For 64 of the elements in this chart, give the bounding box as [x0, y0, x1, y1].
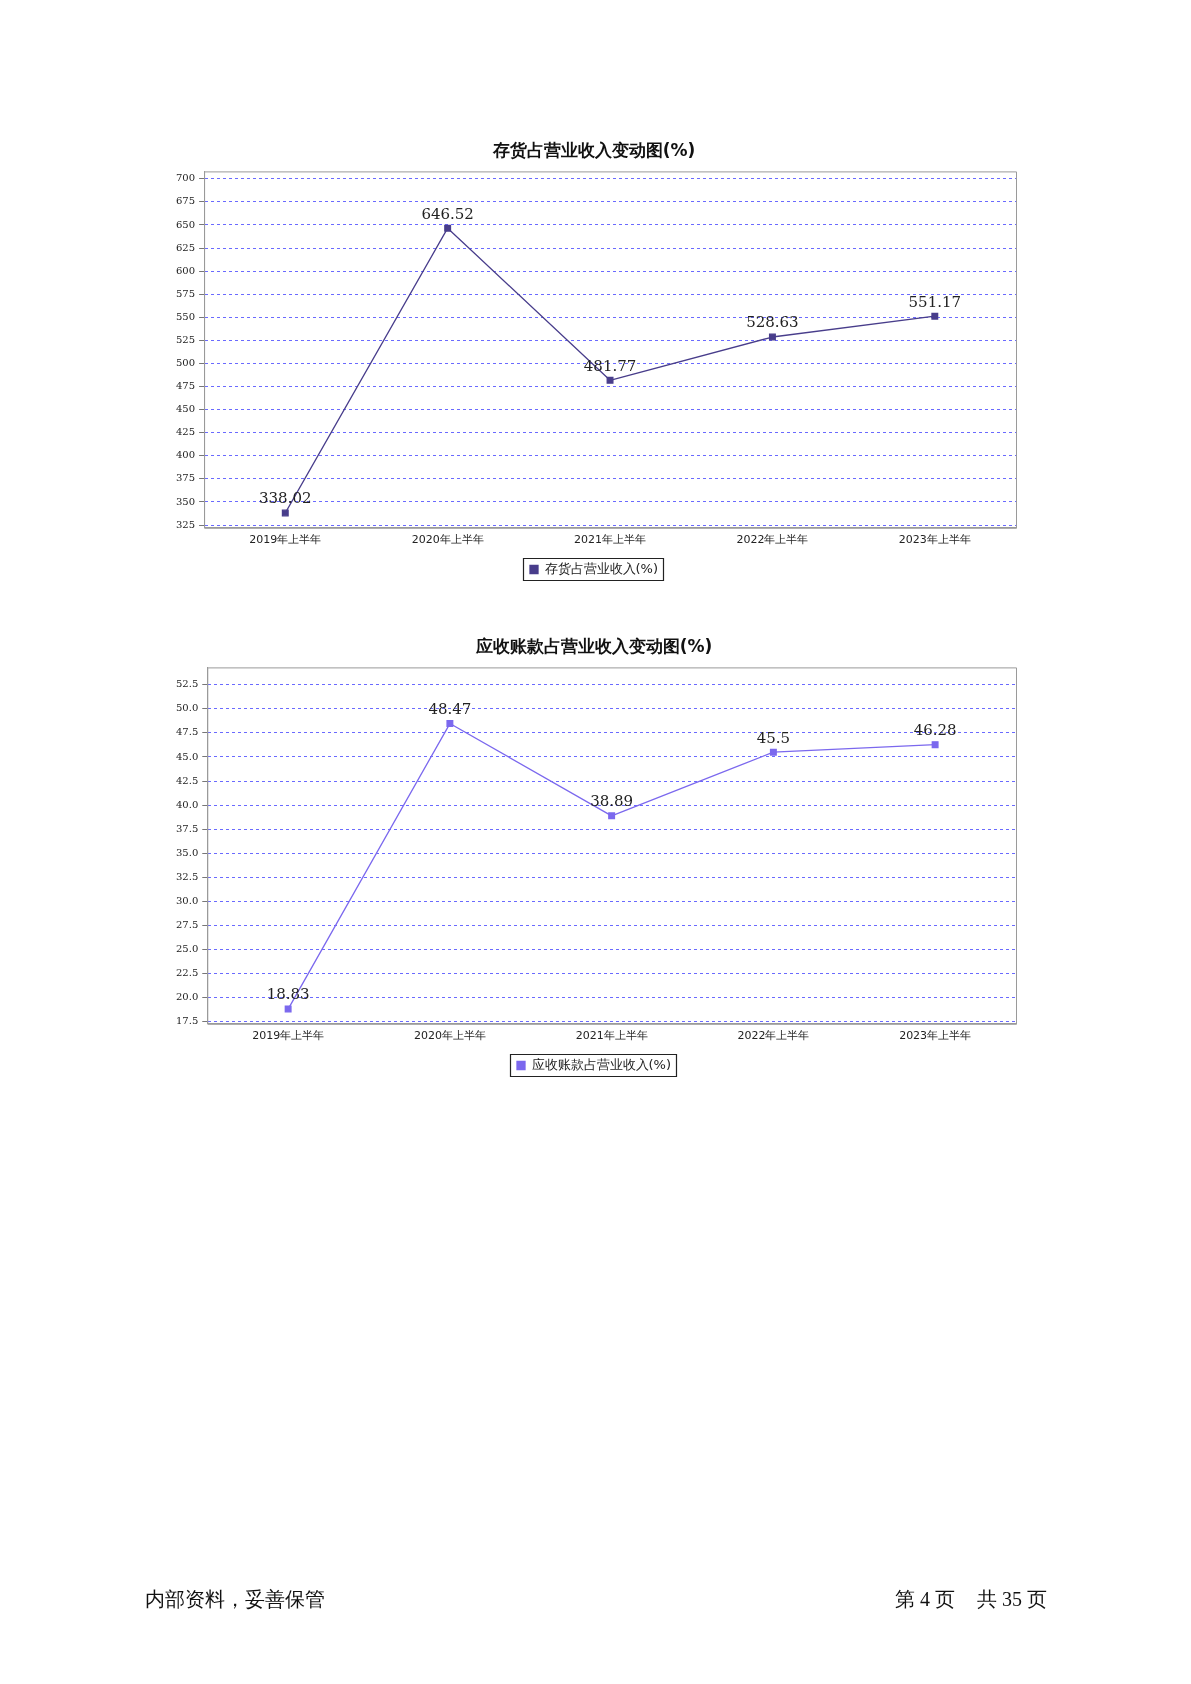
y-tick-label: 52.5 — [176, 678, 199, 690]
y-tick-label: 27.5 — [176, 919, 199, 931]
x-tick-label: 2020年上半年 — [413, 1029, 486, 1043]
y-tick-label: 30.0 — [176, 895, 199, 907]
y-tick-label: 45.0 — [176, 750, 199, 762]
y-tick-label: 20.0 — [176, 991, 199, 1003]
x-tick-label: 2022年上半年 — [737, 1029, 810, 1043]
data-label: 18.83 — [266, 985, 310, 1004]
x-tick-label: 2020年上半年 — [411, 533, 484, 547]
x-tick-label: 2023年上半年 — [898, 533, 971, 547]
x-tick-label: 2022年上半年 — [736, 533, 809, 547]
y-tick-label: 575 — [175, 287, 196, 299]
text: 共 35 页 — [977, 1587, 1047, 1612]
x-tick-label: 2023年上半年 — [899, 1029, 972, 1043]
x-tick-label: 2021年上半年 — [574, 533, 647, 547]
y-tick-label: 675 — [175, 195, 196, 207]
data-label: 551.17 — [908, 292, 962, 311]
y-tick-label: 375 — [175, 472, 196, 484]
y-tick-label: 475 — [175, 380, 196, 392]
y-tick-label: 700 — [175, 172, 196, 184]
y-tick-label: 32.5 — [176, 870, 199, 882]
legend-label: 应收账款占营业收入(%) — [531, 1056, 671, 1072]
point — [608, 812, 616, 820]
y-tick-label: 325 — [175, 518, 196, 530]
point — [606, 376, 614, 384]
point — [769, 748, 777, 756]
point — [931, 741, 939, 749]
legend-label: 存货占营业收入(%) — [544, 560, 658, 576]
point — [931, 312, 939, 320]
y-tick-label: 17.5 — [176, 1015, 199, 1027]
y-tick-label: 525 — [175, 333, 196, 345]
data-label: 528.63 — [746, 313, 799, 332]
y-tick-label: 500 — [175, 357, 196, 369]
point — [446, 720, 454, 728]
text: 第 4 页 — [895, 1587, 955, 1612]
y-tick-label: 22.5 — [176, 967, 199, 979]
chart-title: 存货占营业收入变动图(%) — [491, 139, 696, 160]
chart-title: 应收账款占营业收入变动图(%) — [474, 635, 713, 656]
data-label: 38.89 — [590, 792, 634, 811]
y-tick-label: 350 — [175, 495, 196, 507]
y-tick-label: 25.0 — [176, 943, 199, 955]
y-tick-label: 650 — [175, 218, 196, 230]
y-tick-label: 35.0 — [176, 846, 199, 858]
text: 内部资料，妥善保管 — [145, 1588, 325, 1610]
y-tick-label: 450 — [175, 403, 196, 415]
y-tick-label: 50.0 — [176, 702, 199, 714]
data-label: 48.47 — [428, 699, 472, 718]
x-tick-label: 2019年上半年 — [249, 533, 322, 547]
y-tick-label: 40.0 — [176, 798, 199, 810]
y-tick-label: 600 — [175, 264, 196, 276]
y-tick-label: 42.5 — [176, 774, 199, 786]
point — [284, 1005, 292, 1013]
data-label: 45.5 — [756, 728, 791, 747]
x-tick-label: 2021年上半年 — [575, 1029, 648, 1043]
y-tick-label: 550 — [175, 310, 196, 322]
data-label: 646.52 — [421, 204, 474, 223]
y-tick-label: 425 — [175, 426, 196, 438]
data-label: 46.28 — [913, 721, 957, 740]
point — [444, 224, 452, 232]
y-tick-label: 37.5 — [176, 822, 199, 834]
y-tick-label: 400 — [175, 449, 196, 461]
y-tick-label: 47.5 — [176, 726, 199, 738]
x-tick-label: 2019年上半年 — [252, 1029, 325, 1043]
y-tick-label: 625 — [175, 241, 196, 253]
